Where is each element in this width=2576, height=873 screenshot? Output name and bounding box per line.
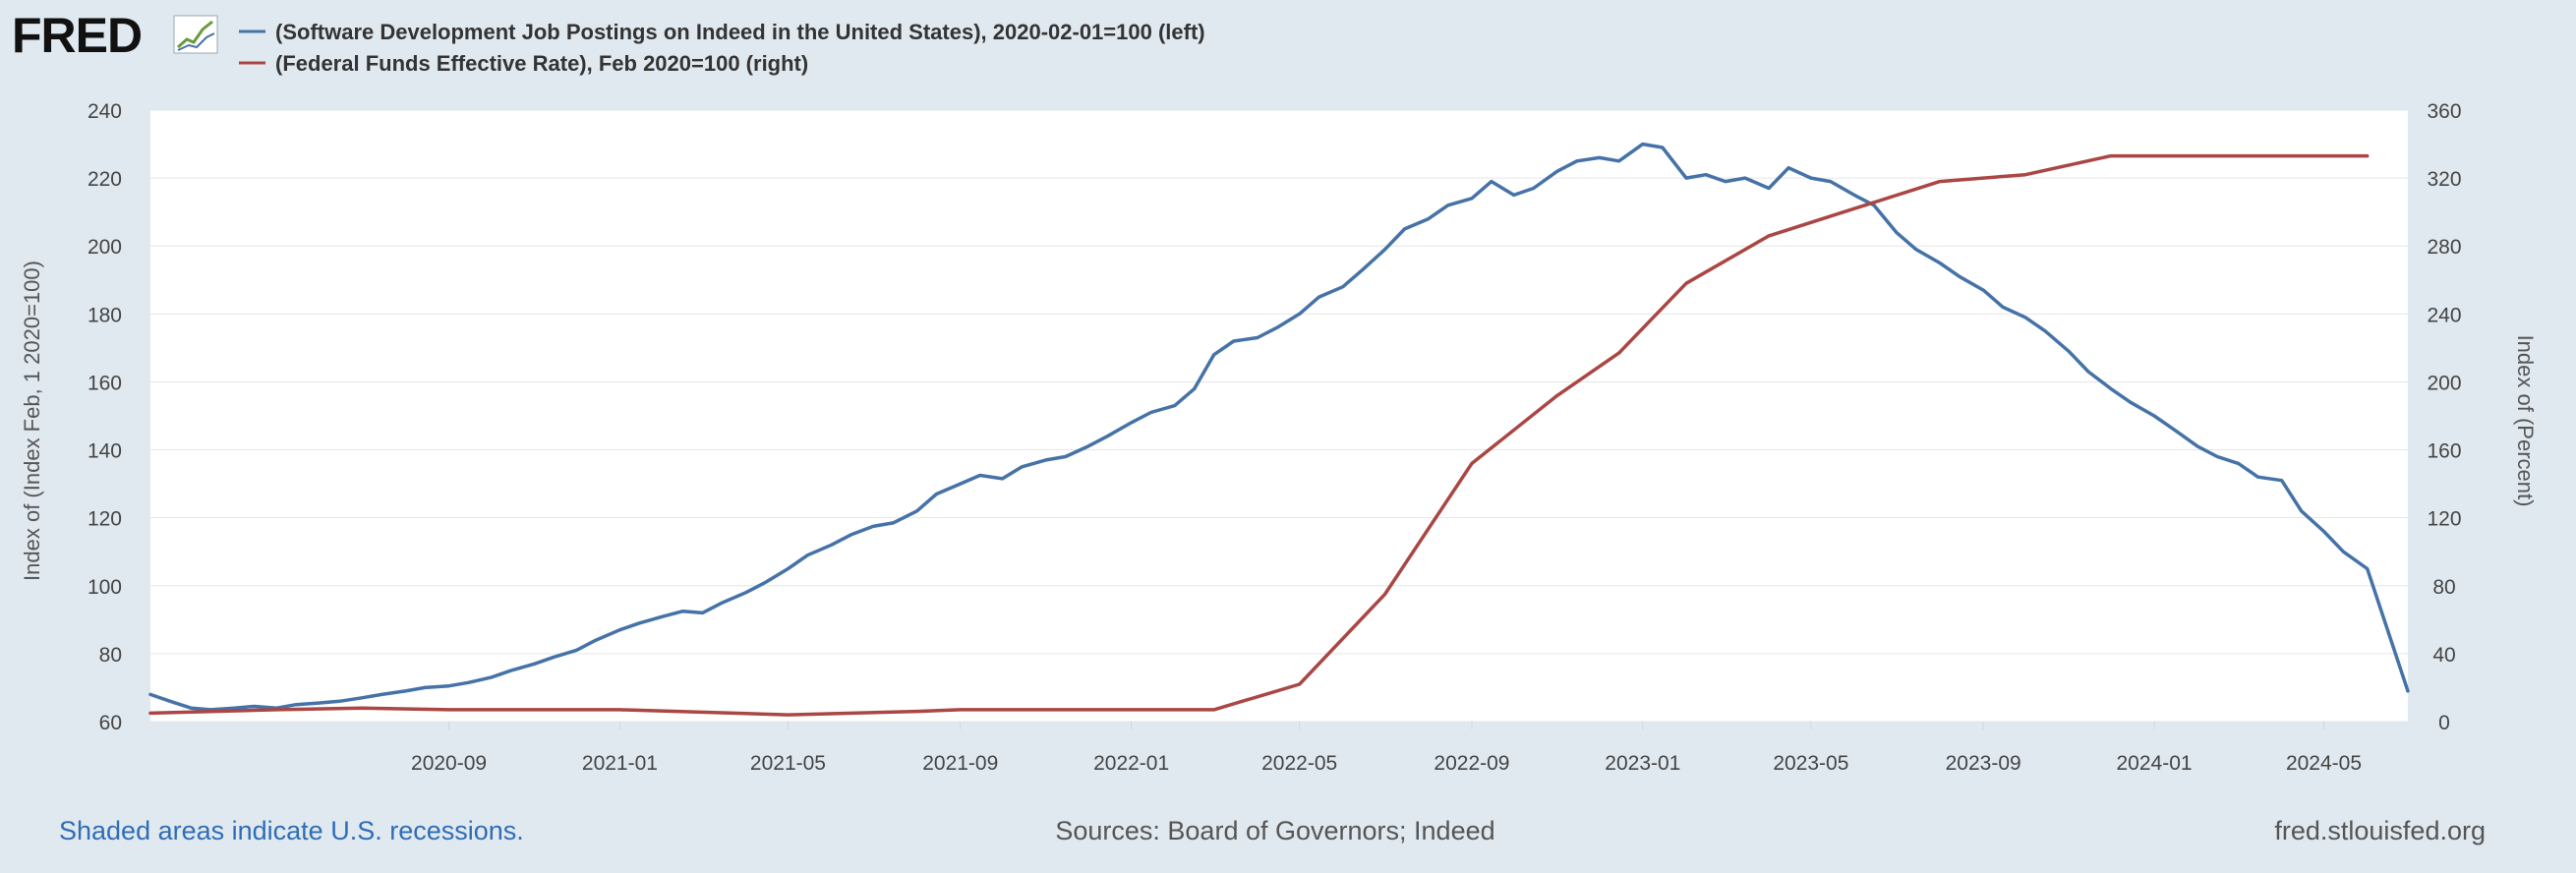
y-right-tick-label: 120 — [2427, 508, 2461, 531]
x-tick-label: 2022-05 — [1261, 752, 1337, 775]
x-tick-label: 2024-05 — [2286, 752, 2362, 775]
y-right-tick-label: 320 — [2427, 168, 2461, 191]
y-left-tick-label: 120 — [88, 508, 122, 531]
y-right-tick-label: 360 — [2427, 100, 2461, 123]
fred-logo[interactable]: FRED — [12, 8, 218, 63]
y-left-tick-label: 200 — [88, 236, 122, 259]
y-left-tick-label: 160 — [88, 372, 122, 394]
legend-label: (Software Development Job Postings on In… — [275, 20, 1205, 44]
left-axis-title: Index of (Index Feb, 1 2020=100) — [20, 261, 44, 581]
y-left-tick-label: 60 — [99, 712, 122, 734]
x-tick-label: 2021-01 — [582, 752, 658, 775]
x-tick-label: 2023-05 — [1773, 752, 1848, 775]
y-right-tick-label: 80 — [2432, 576, 2455, 599]
x-tick-label: 2022-09 — [1434, 752, 1509, 775]
y-left-tick-label: 220 — [88, 168, 122, 191]
y-left-tick-label: 80 — [99, 644, 122, 667]
y-right-tick-label: 40 — [2432, 644, 2455, 667]
y-left-tick-label: 240 — [88, 100, 122, 123]
y-right-tick-label: 280 — [2427, 236, 2461, 259]
x-axis-ticks: 2020-09 2021-01 2021-05 2021-09 2022-01 2022-… — [411, 722, 2362, 775]
x-tick-label: 2023-09 — [1946, 752, 2021, 775]
recessions-note-link[interactable]: Shaded areas indicate U.S. recessions. — [59, 816, 524, 845]
gridlines — [150, 109, 2408, 723]
site-link[interactable]: fred.stlouisfed.org — [2274, 816, 2486, 845]
left-axis-ticks: 60 80 100 120 140 160 180 200 220 240 — [88, 100, 122, 734]
series-line-fed-funds[interactable] — [148, 153, 2370, 717]
x-tick-label: 2021-09 — [922, 752, 998, 775]
y-right-tick-label: 160 — [2427, 440, 2461, 463]
series-line-job-postings[interactable] — [148, 142, 2410, 712]
y-right-tick-label: 240 — [2427, 304, 2461, 326]
legend-item-job-postings[interactable]: (Software Development Job Postings on In… — [239, 20, 1205, 44]
fred-logo-text: FRED — [12, 8, 142, 63]
x-tick-label: 2020-09 — [411, 752, 487, 775]
x-tick-label: 2022-01 — [1093, 752, 1169, 775]
legend-item-fed-funds[interactable]: (Federal Funds Effective Rate), Feb 2020… — [239, 51, 808, 76]
series-layer — [148, 142, 2410, 717]
right-axis-title: Index of (Percent) — [2513, 335, 2538, 507]
x-tick-label: 2024-01 — [2116, 752, 2192, 775]
y-left-tick-label: 100 — [88, 576, 122, 599]
right-axis-ticks: 0 40 80 120 160 200 240 280 320 360 — [2427, 100, 2461, 734]
sources-note: Sources: Board of Governors; Indeed — [1055, 816, 1494, 845]
legend: (Software Development Job Postings on In… — [239, 20, 1205, 76]
y-left-tick-label: 180 — [88, 304, 122, 326]
x-tick-label: 2021-05 — [750, 752, 826, 775]
y-right-tick-label: 0 — [2438, 712, 2450, 734]
x-tick-label: 2023-01 — [1605, 752, 1680, 775]
y-left-tick-label: 140 — [88, 440, 122, 463]
y-right-tick-label: 200 — [2427, 372, 2461, 394]
plot-area[interactable] — [150, 110, 2408, 722]
legend-label: (Federal Funds Effective Rate), Feb 2020… — [275, 51, 808, 76]
